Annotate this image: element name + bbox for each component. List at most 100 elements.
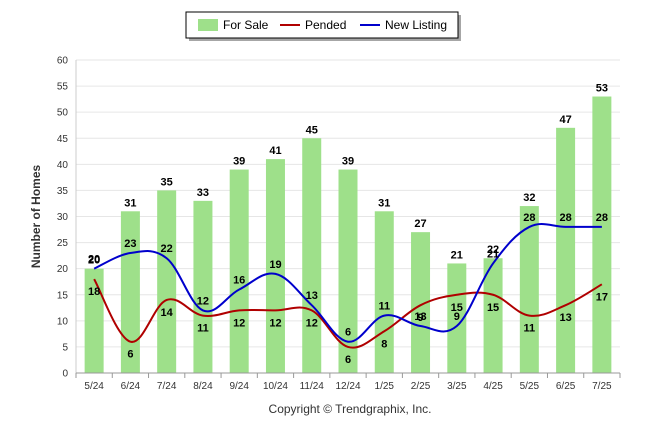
x-tick-label: 7/25 <box>592 381 612 392</box>
pended-value-label: 9 <box>417 312 423 324</box>
bar-value-label: 41 <box>269 145 281 157</box>
x-tick-label: 11/24 <box>300 381 325 392</box>
bar-for-sale[interactable] <box>519 206 539 373</box>
x-tick-label: 4/25 <box>483 381 503 392</box>
new-listing-value-label: 22 <box>161 243 173 255</box>
pended-value-label: 14 <box>161 307 174 319</box>
bar-for-sale[interactable] <box>411 232 431 373</box>
x-tick-label: 6/24 <box>121 381 141 392</box>
x-tick-label: 6/25 <box>556 381 576 392</box>
pended-value-label: 13 <box>559 312 571 324</box>
bar-value-label: 39 <box>342 156 354 168</box>
bar-value-label: 27 <box>414 218 426 230</box>
x-tick-label: 12/24 <box>335 381 360 392</box>
bar-value-label: 45 <box>306 124 318 136</box>
y-tick-label: 10 <box>57 316 69 327</box>
legend-label-for-sale[interactable]: For Sale <box>223 18 269 32</box>
bar-value-label: 53 <box>596 83 608 95</box>
pended-value-label: 12 <box>233 317 245 329</box>
bars <box>84 96 612 374</box>
bar-for-sale[interactable] <box>483 258 503 373</box>
bar-value-label: 47 <box>559 114 571 126</box>
new-listing-value-label: 28 <box>559 212 571 224</box>
pended-value-label: 12 <box>269 317 281 329</box>
x-tick-label: 9/24 <box>229 381 249 392</box>
new-listing-value-label: 19 <box>269 259 281 271</box>
pended-value-label: 15 <box>451 302 463 314</box>
legend: For Sale Pended New Listing <box>185 11 461 41</box>
y-tick-label: 30 <box>57 212 69 223</box>
pended-value-label: 6 <box>345 354 351 366</box>
bar-for-sale[interactable] <box>84 268 104 373</box>
new-listing-value-label: 28 <box>596 212 608 224</box>
line-pended[interactable] <box>93 278 603 349</box>
bar-for-sale[interactable] <box>229 169 249 373</box>
x-tick-label: 5/24 <box>84 381 104 392</box>
y-tick-label: 5 <box>62 342 68 353</box>
bar-value-label: 22 <box>487 244 499 256</box>
pended-value-label: 18 <box>88 286 100 298</box>
legend-swatch-for-sale <box>198 19 218 31</box>
new-listing-value-label: 21 <box>487 248 499 260</box>
pended-value-label: 12 <box>306 317 318 329</box>
y-axis-label: Number of Homes <box>29 165 43 269</box>
y-tick-label: 15 <box>57 290 69 301</box>
x-axis: 5/24 6/24 7/24 8/24 9/24 10/24 11/24 12/24 1/25 2… <box>75 372 621 392</box>
bar-for-sale[interactable] <box>265 159 285 373</box>
y-tick-label: 60 <box>57 56 69 67</box>
x-tick-label: 1/25 <box>375 381 395 392</box>
x-tick-label: 7/24 <box>157 381 177 392</box>
x-tick-label: 2/25 <box>411 381 431 392</box>
bar-value-label: 20 <box>88 255 100 267</box>
bar-for-sale[interactable] <box>193 200 213 373</box>
bar-value-label: 32 <box>523 192 535 204</box>
new-listing-value-label: 13 <box>414 311 426 323</box>
pended-value-label: 15 <box>487 302 499 314</box>
bar-value-label: 31 <box>124 197 136 209</box>
y-tick-label: 55 <box>57 82 69 93</box>
bar-for-sale[interactable] <box>592 96 612 374</box>
y-tick-label: 35 <box>57 186 69 197</box>
y-tick-label: 40 <box>57 160 69 171</box>
new-listing-value-label: 23 <box>124 238 136 250</box>
new-listing-value-label: 12 <box>197 295 209 307</box>
new-listing-value-label: 11 <box>378 301 390 313</box>
pended-value-label: 8 <box>381 338 387 350</box>
bar-for-sale[interactable] <box>338 169 358 373</box>
x-tick-label: 5/25 <box>520 381 540 392</box>
bar-for-sale[interactable] <box>157 190 177 373</box>
bar-for-sale[interactable] <box>447 263 467 373</box>
legend-box <box>185 11 459 39</box>
legend-label-pended[interactable]: Pended <box>305 18 346 32</box>
x-tick-label: 10/24 <box>263 381 288 392</box>
x-tick-label: 8/24 <box>193 381 213 392</box>
pended-value-label: 11 <box>197 323 209 335</box>
y-tick-label: 45 <box>57 134 69 145</box>
new-listing-value-label: 20 <box>88 254 100 266</box>
pended-value-label: 17 <box>596 291 608 303</box>
copyright-footer: Copyright © Trendgraphix, Inc. <box>269 402 432 416</box>
new-listing-value-label: 9 <box>454 311 460 323</box>
bar-for-sale[interactable] <box>302 138 322 373</box>
bar-value-label: 39 <box>233 156 245 168</box>
y-tick-label: 0 <box>62 369 68 380</box>
bar-value-label: 35 <box>161 176 173 188</box>
new-listing-value-label: 13 <box>306 290 318 302</box>
bar-value-label: 31 <box>378 197 390 209</box>
y-tick-label: 50 <box>57 108 69 119</box>
y-tick-label: 20 <box>57 264 69 275</box>
x-tick-label: 3/25 <box>447 381 467 392</box>
pended-value-label: 6 <box>127 349 133 361</box>
bar-value-label: 21 <box>451 249 463 261</box>
line-new-listing[interactable] <box>93 223 602 343</box>
bar-for-sale[interactable] <box>556 127 576 373</box>
bar-for-sale[interactable] <box>374 211 394 373</box>
y-tick-label: 25 <box>57 238 69 249</box>
new-listing-value-label: 16 <box>233 275 245 287</box>
legend-label-new-listing[interactable]: New Listing <box>385 18 447 32</box>
pended-value-label: 11 <box>524 323 536 335</box>
new-listing-value-label: 28 <box>523 212 535 224</box>
